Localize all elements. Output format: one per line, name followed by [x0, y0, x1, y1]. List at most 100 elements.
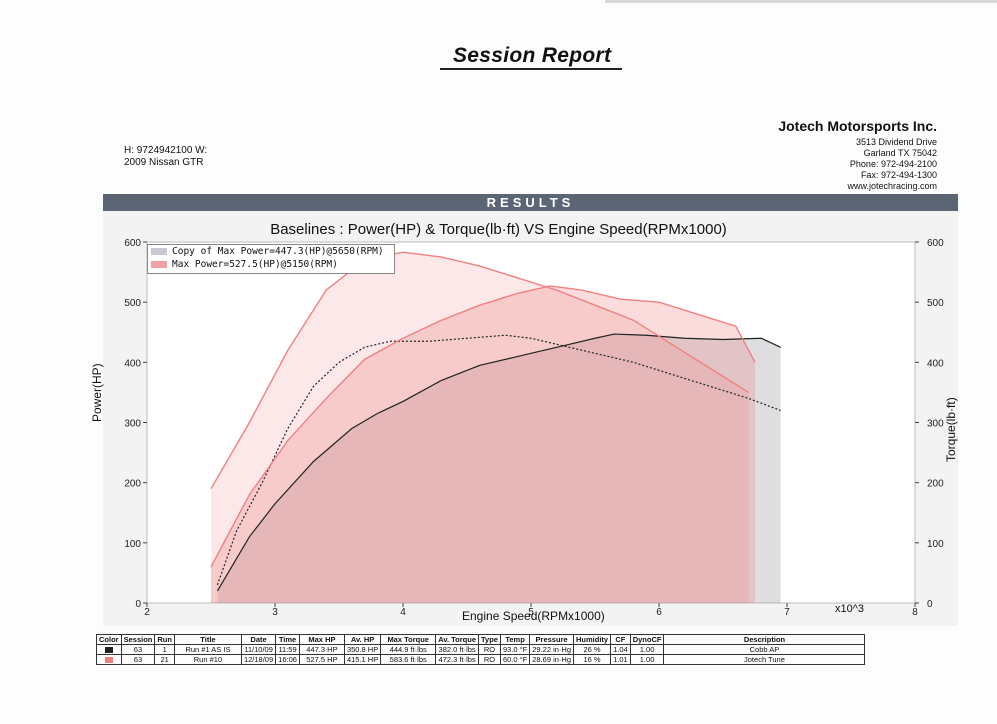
- table-cell: RO: [478, 654, 501, 665]
- table-cell: 11/10/09: [240, 644, 277, 655]
- col-max-torque: Max Torque: [380, 634, 437, 645]
- runs-table-header: Color Session Run Title Date Time Max HP…: [96, 634, 866, 645]
- table-cell: Run #1 AS IS: [173, 644, 242, 655]
- table-cell: 527.5 HP: [298, 654, 345, 665]
- series-area-1: [217, 334, 781, 603]
- col-temp: Temp: [499, 634, 531, 645]
- table-cell: 93.0 °F: [499, 644, 531, 655]
- series-area-3: [211, 285, 755, 603]
- y-axis-label-right: Torque(lb·ft): [944, 397, 958, 462]
- y-tick-label-right: 400: [927, 358, 944, 369]
- table-cell: 12/18/09: [240, 654, 277, 665]
- y-tick-label-left: 0: [135, 599, 141, 610]
- table-cell: 1.01: [610, 654, 631, 665]
- company-fax: Fax: 972-494-1300: [860, 170, 937, 180]
- x-tick-label: 7: [784, 607, 790, 618]
- table-cell: 63: [120, 654, 156, 665]
- table-cell: RO: [478, 644, 501, 655]
- legend-label-run1: Copy of Max Power=447.3(HP)@5650(RPM): [172, 246, 384, 257]
- col-run: Run: [154, 634, 175, 645]
- table-cell: 63: [120, 644, 156, 655]
- company-info: Jotech Motorsports Inc. 3513 Dividend Dr…: [778, 118, 937, 192]
- y-tick-label-right: 100: [927, 539, 944, 550]
- customer-phone: H: 9724942100 W:: [124, 145, 208, 156]
- table-cell: 444.9 ft·lbs: [380, 644, 437, 655]
- series-line-2: [216, 334, 781, 586]
- x-tick-label: 6: [656, 607, 662, 618]
- table-cell: Run #10: [173, 654, 242, 665]
- col-title: Title: [173, 634, 242, 645]
- y-tick-label-right: 600: [927, 238, 944, 249]
- x-tick-label: 2: [144, 607, 150, 618]
- plot-area: [146, 241, 916, 604]
- y-tick-label-left: 600: [124, 238, 141, 249]
- x-axis-multiplier: x10^3: [835, 603, 865, 615]
- table-cell: 11:59: [275, 644, 300, 655]
- y-tick-label-right: 200: [927, 479, 944, 490]
- customer-vehicle: 2009 Nissan GTR: [124, 157, 204, 168]
- legend-item-run1: Copy of Max Power=447.3(HP)@5650(RPM): [148, 245, 394, 258]
- company-phone: Phone: 972-494-2100: [849, 159, 937, 169]
- x-tick-label: 5: [528, 607, 534, 618]
- series-line-4: [210, 251, 749, 490]
- series-line-3: [210, 285, 756, 568]
- col-description: Description: [663, 634, 866, 645]
- col-time: Time: [275, 634, 300, 645]
- table-cell: 415.1 HP: [343, 654, 382, 665]
- results-header: RESULTS: [103, 194, 958, 211]
- y-tick-label-left: 100: [124, 539, 141, 550]
- table-cell: 382.0 ft·lbs: [435, 644, 479, 655]
- chart-legend: Copy of Max Power=447.3(HP)@5650(RPM) Ma…: [147, 244, 395, 274]
- legend-swatch-run1: [151, 248, 167, 255]
- col-session: Session: [120, 634, 156, 645]
- y-tick-label-right: 300: [927, 419, 944, 430]
- col-dynocf: DynoCF: [629, 634, 665, 645]
- legend-label-run10: Max Power=527.5(HP)@5150(RPM): [172, 259, 338, 270]
- table-cell: 1.04: [610, 644, 631, 655]
- x-tick-label: 8: [912, 607, 918, 618]
- table-cell: 1: [154, 644, 175, 655]
- col-cf: CF: [610, 634, 631, 645]
- table-row: 63 21 Run #10 12/18/09 16:06 527.5 HP 41…: [96, 654, 866, 665]
- legend-swatch-run10: [151, 261, 167, 268]
- table-cell: 16:06: [275, 654, 300, 665]
- col-type: Type: [478, 634, 501, 645]
- company-name: Jotech Motorsports Inc.: [778, 118, 937, 134]
- x-tick-label: 3: [272, 607, 278, 618]
- y-tick-label-right: 500: [927, 298, 944, 309]
- legend-item-run10: Max Power=527.5(HP)@5150(RPM): [148, 258, 394, 271]
- runs-table: Color Session Run Title Date Time Max HP…: [96, 634, 866, 665]
- y-tick-label-left: 200: [124, 479, 141, 490]
- col-pressure: Pressure: [529, 634, 574, 645]
- series-line-1: [216, 333, 781, 592]
- y-tick-label-right: 0: [927, 599, 933, 610]
- table-cell: 1.00: [629, 644, 665, 655]
- row-color-cell: [96, 654, 122, 665]
- table-cell: 583.6 ft·lbs: [380, 654, 437, 665]
- col-av-torque: Av. Torque: [435, 634, 479, 645]
- table-cell: 16 %: [572, 654, 612, 665]
- y-tick-label-left: 300: [124, 419, 141, 430]
- company-web: www.jotechracing.com: [847, 181, 937, 191]
- color-swatch-run1: [104, 647, 113, 654]
- color-swatch-run10: [104, 657, 113, 664]
- y-tick-label-left: 500: [124, 298, 141, 309]
- y-tick-label-left: 400: [124, 358, 141, 369]
- company-address1: 3513 Dividend Drive: [855, 137, 937, 147]
- col-max-hp: Max HP: [298, 634, 345, 645]
- table-cell: 29.22 in·Hg: [529, 644, 574, 655]
- title-underline: [440, 68, 622, 70]
- row-color-cell: [96, 644, 122, 655]
- x-axis-label: Engine Speed(RPMx1000): [462, 609, 605, 623]
- table-cell: 447.3 HP: [298, 644, 345, 655]
- x-tick-label: 4: [400, 607, 406, 618]
- company-address2: Garland TX 75042: [863, 148, 937, 158]
- series-area-4: [211, 252, 749, 603]
- table-cell: 350.8 HP: [343, 644, 382, 655]
- y-axis-label-left: Power(HP): [90, 363, 104, 422]
- table-cell: Jotech Tune: [663, 654, 866, 665]
- table-cell: 472.3 ft·lbs: [435, 654, 479, 665]
- scan-edge: [605, 0, 997, 3]
- table-row: 63 1 Run #1 AS IS 11/10/09 11:59 447.3 H…: [96, 644, 866, 655]
